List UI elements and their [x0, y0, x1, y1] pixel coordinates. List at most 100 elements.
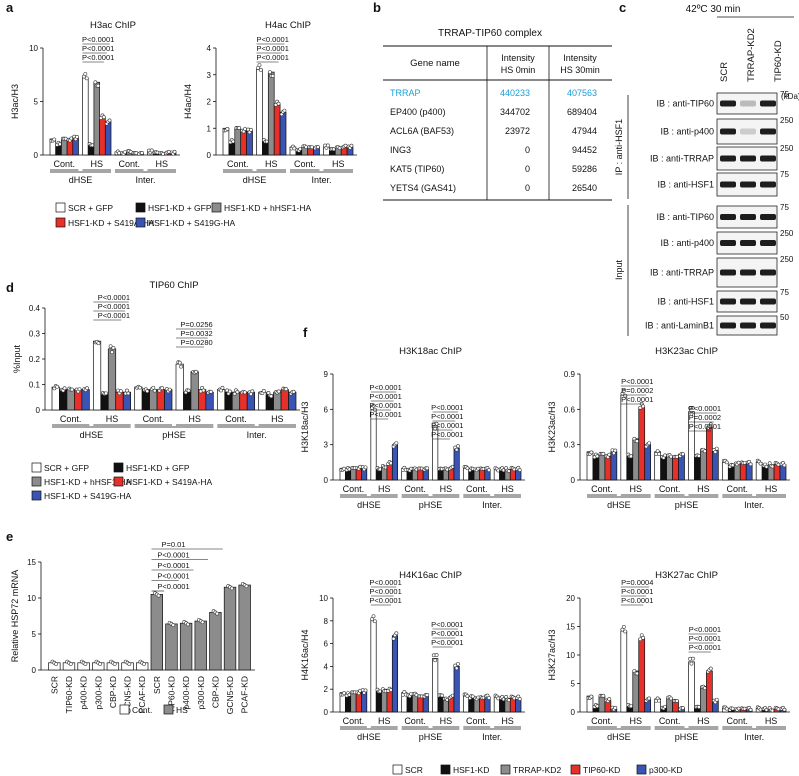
- e-datapoint: [215, 611, 220, 616]
- f4-bar: [632, 670, 640, 713]
- blot-c-band: [720, 322, 736, 329]
- f1-datapoint: [434, 421, 439, 426]
- f3-bar: [386, 689, 393, 713]
- f1-pvalue: P<0.0001: [431, 412, 463, 421]
- e-bar: [194, 620, 207, 671]
- f1-datapoint: [363, 465, 368, 470]
- d-ytick-label: 0: [36, 406, 41, 415]
- f4-datapoint: [663, 704, 667, 709]
- d-bar: [134, 386, 143, 411]
- f3-bar: [370, 620, 377, 713]
- e-ytick-label: 10: [27, 594, 36, 603]
- f4-ytick-label: 15: [566, 623, 575, 632]
- legend-e-label: HS: [176, 705, 188, 715]
- f4-bar: [666, 697, 673, 713]
- blot-c-band: [760, 214, 776, 220]
- f3-pvalue: P<0.0001: [431, 620, 463, 629]
- f1-pvalue: P<0.0001: [369, 401, 401, 410]
- f2-datapoint: [708, 422, 713, 427]
- legend-f-swatch: [440, 764, 451, 775]
- f1-group-label: HS: [501, 484, 514, 494]
- f2-pvalue: P=0.0002: [621, 386, 653, 395]
- legend-a-label: HSF1-KD + S419A-HA: [68, 218, 155, 228]
- e-category-label: SCR: [49, 676, 59, 694]
- f4-ytick-label: 20: [566, 594, 575, 603]
- a2-datapoint: [276, 101, 281, 106]
- a2-datapoint: [331, 147, 336, 152]
- f3-ytick-label: 0: [324, 708, 329, 717]
- panel-letter-b: b: [373, 0, 381, 15]
- table-b-gene: ACL6A (BAF53): [390, 126, 454, 136]
- d-region-label: Inter.: [247, 430, 267, 440]
- blot-c-band: [740, 181, 756, 188]
- a2-ytick-label: 3: [207, 71, 212, 80]
- table-b-gene: EP400 (p400): [390, 107, 446, 117]
- a1-ytick-label: 5: [34, 98, 39, 107]
- f4-datapoint: [702, 686, 707, 691]
- e-pvalue: P<0.0001: [157, 582, 189, 591]
- a2-bar: [262, 141, 269, 156]
- f2-group-label: Cont.: [591, 484, 613, 494]
- a1-ylabel: H3ac/H3: [10, 84, 20, 119]
- f1-ytick-label: 0: [324, 476, 329, 485]
- d-datapoint: [235, 390, 240, 394]
- panel-letter-d: d: [6, 280, 14, 295]
- blot-c-marker: 50: [780, 313, 789, 322]
- d-datapoint: [151, 385, 156, 390]
- blot-c-band: [720, 181, 736, 188]
- f2-ytick-label: 0.9: [564, 370, 576, 379]
- f4-group-label: Cont.: [659, 716, 681, 726]
- a2-datapoint: [343, 143, 348, 148]
- blot-c-band: [720, 155, 736, 162]
- legend-f-label: HSF1-KD: [453, 765, 489, 775]
- f4-pvalue: P<0.0001: [689, 634, 721, 643]
- f3-group-label: HS: [501, 716, 514, 726]
- e-category-label: PCAF-KD: [137, 676, 147, 713]
- f4-bar: [688, 661, 695, 713]
- a1-region-label: Inter.: [135, 175, 155, 185]
- e-datapoint: [156, 593, 161, 598]
- f4-datapoint: [635, 671, 640, 676]
- d-datapoint: [186, 388, 191, 393]
- a2-group-label: HS: [332, 159, 345, 169]
- a2-datapoint: [292, 146, 297, 151]
- f2-pvalue: P<0.0001: [689, 404, 721, 413]
- d-pvalue: P<0.0001: [98, 302, 130, 311]
- a1-datapoint: [75, 135, 79, 139]
- f4-datapoint: [607, 697, 612, 701]
- f2-datapoint: [601, 451, 606, 456]
- a2-bar: [267, 71, 275, 156]
- legend-d-label: HSF1-KD + S419A-HA: [126, 477, 213, 487]
- a2-bar: [256, 69, 263, 156]
- table-b-hs30: 59286: [572, 164, 597, 174]
- a2-datapoint: [231, 139, 236, 144]
- legend-d-label: HSF1-KD + hHSF1-HA: [44, 477, 131, 487]
- e-datapoint: [83, 662, 88, 666]
- d-group-label: HS: [188, 414, 201, 424]
- blot-c-row-label: IB : anti-TIP60: [656, 212, 714, 222]
- blot-c-band: [740, 298, 756, 305]
- f1-datapoint: [486, 468, 491, 472]
- e-datapoint: [171, 623, 176, 628]
- a2-ylabel: H4ac/H4: [183, 84, 193, 119]
- blot-c-lane-label: TIP60-KD: [773, 40, 784, 82]
- f3-group-label: Cont.: [466, 716, 488, 726]
- e-pvalue: P<0.0001: [157, 561, 189, 570]
- f1-bar: [370, 408, 377, 481]
- d-datapoint: [179, 364, 184, 369]
- f2-pvalue: P<0.0001: [621, 377, 653, 386]
- d-datapoint: [269, 394, 274, 399]
- a2-datapoint: [270, 73, 275, 78]
- f2-datapoint: [713, 450, 718, 454]
- legend-a-label: SCR + GFP: [68, 203, 113, 213]
- f4-bar: [700, 685, 707, 713]
- table-b-gene: KAT5 (TIP60): [390, 164, 444, 174]
- blot-c-band: [720, 240, 736, 246]
- d-datapoint: [126, 391, 131, 396]
- table-b-title: TRRAP-TIP60 complex: [438, 28, 542, 39]
- f1-bar: [437, 469, 444, 481]
- f4-pvalue: P<0.0001: [689, 625, 721, 634]
- f3-pvalue: P<0.0001: [431, 638, 463, 647]
- f2-ytick-label: 0: [571, 476, 576, 485]
- e-bar: [179, 622, 193, 671]
